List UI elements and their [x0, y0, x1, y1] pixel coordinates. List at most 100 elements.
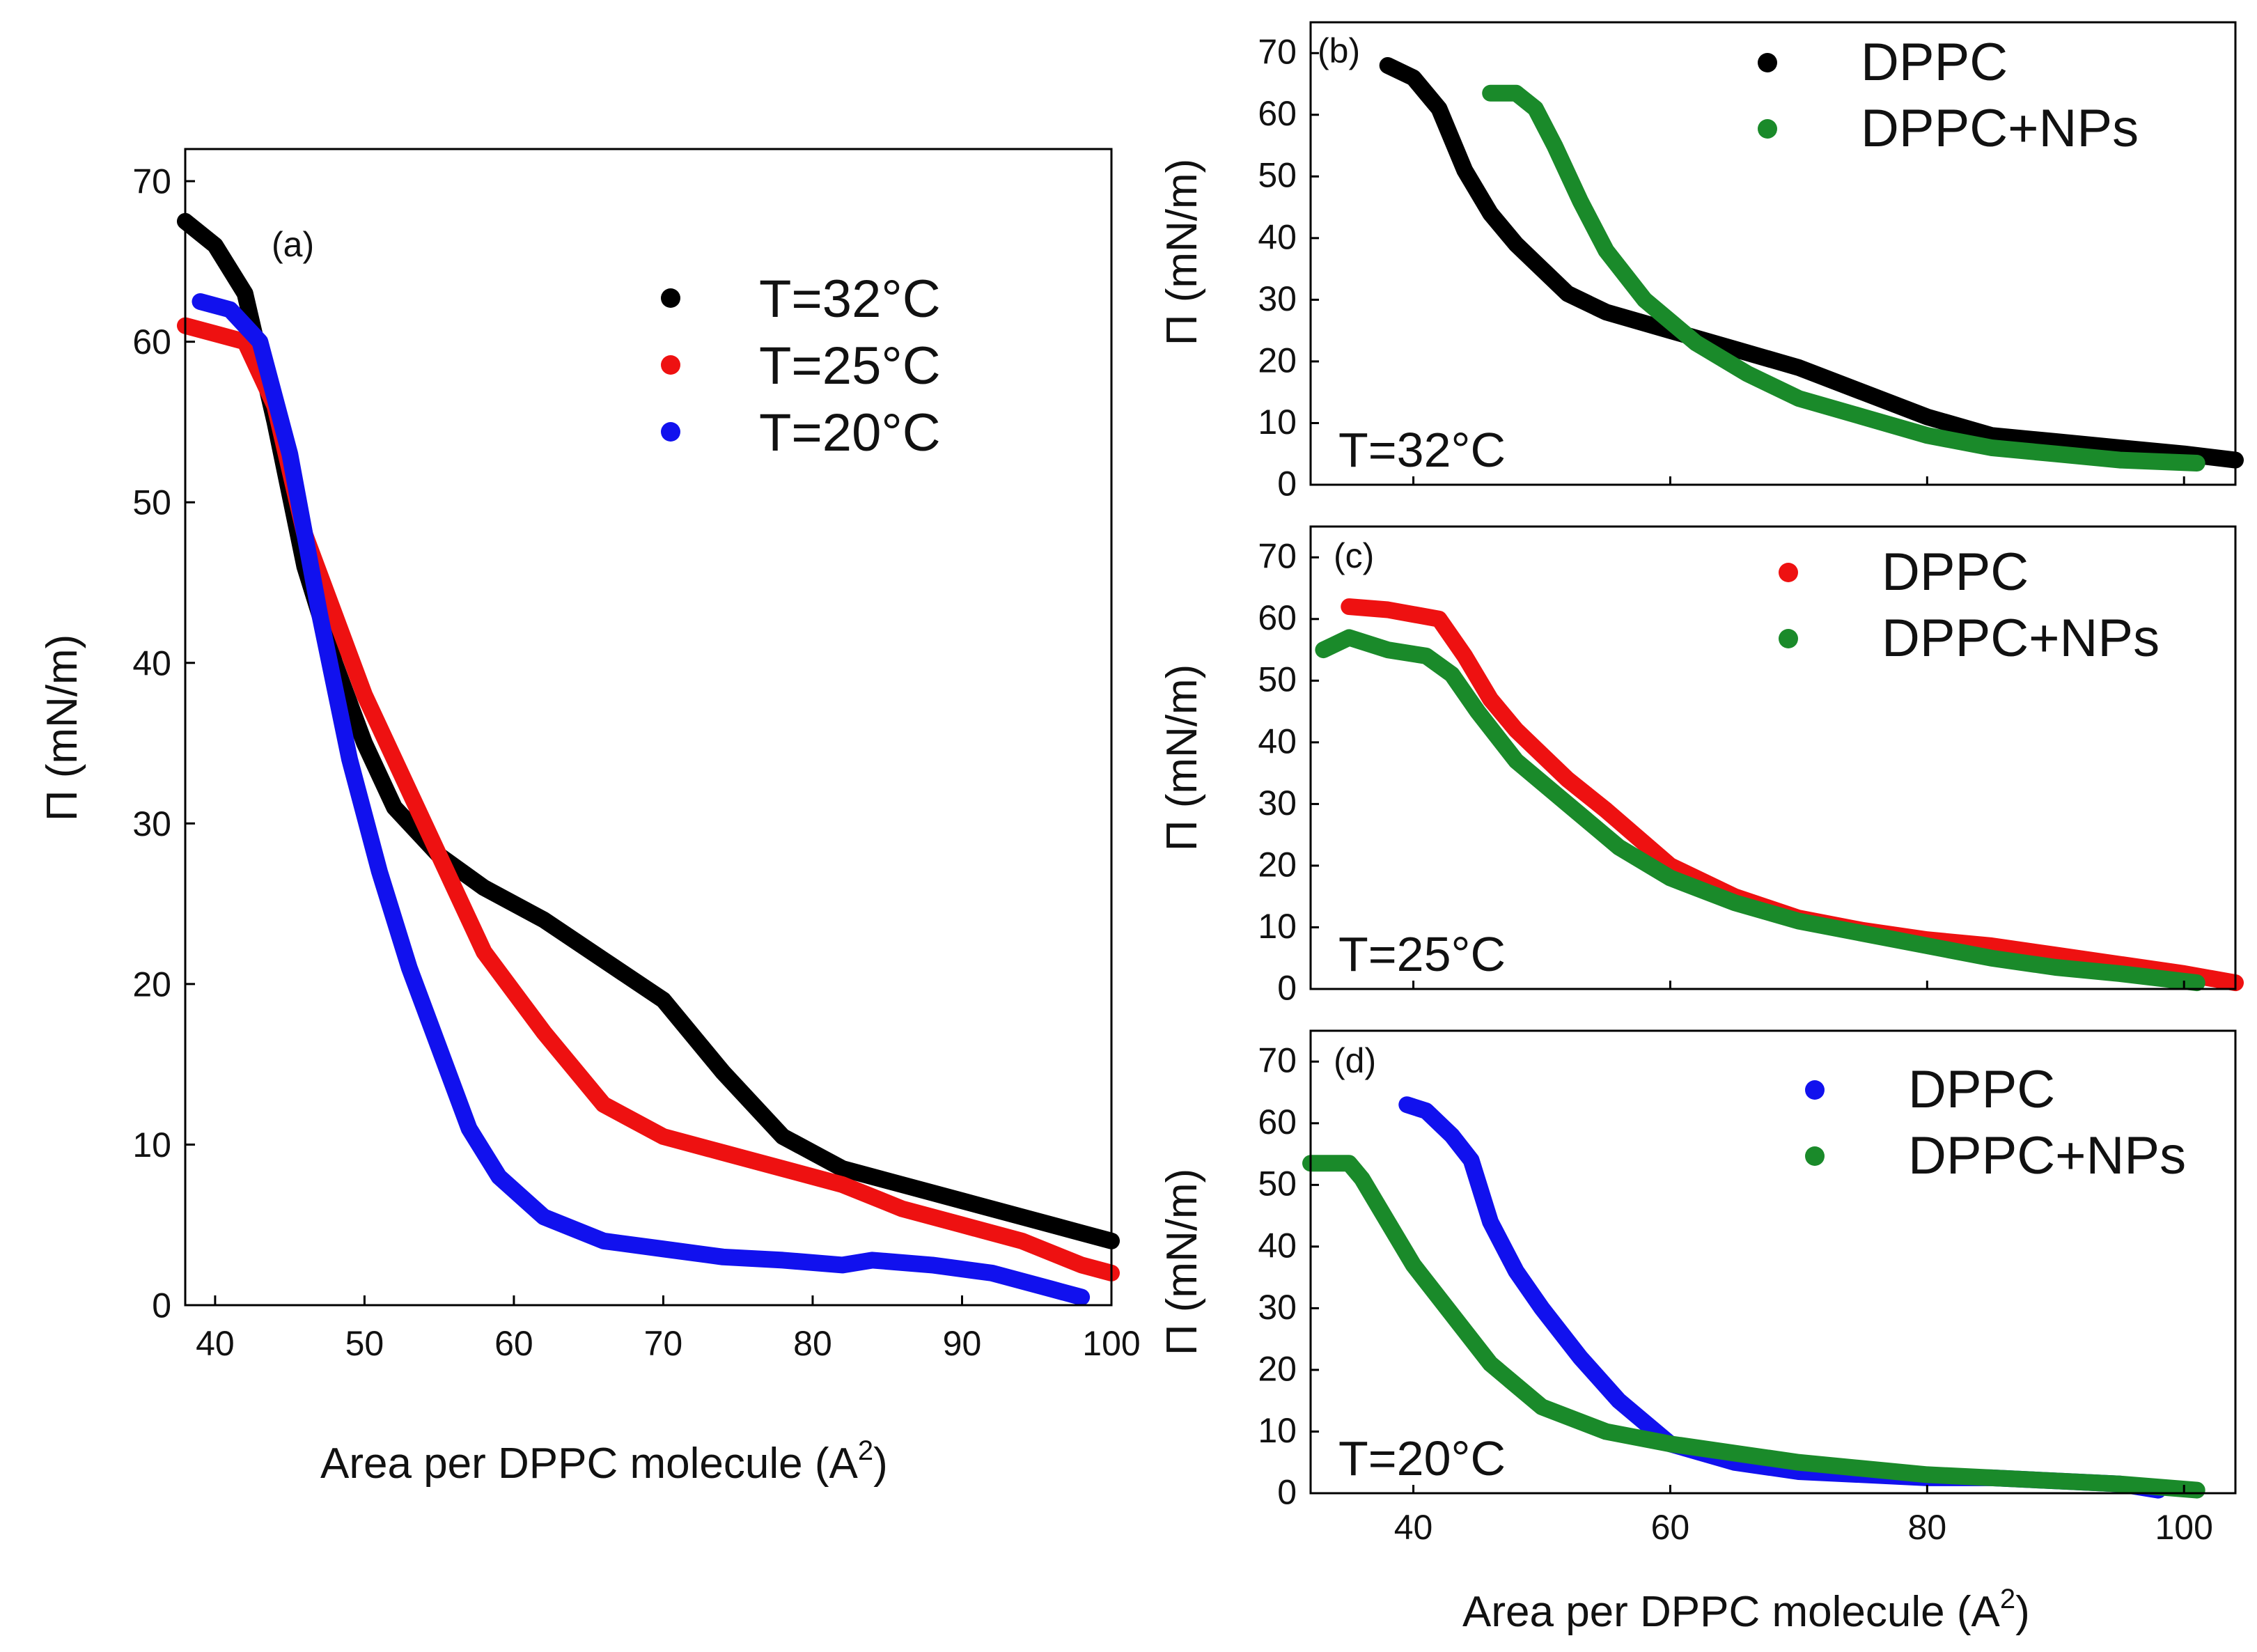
y-tick-label-d-10: 10: [1258, 1411, 1297, 1450]
legend-label-t25: T=25°C: [759, 336, 941, 396]
panel-a-legend: T=32°C T=25°C T=20°C: [661, 270, 941, 462]
legend-label-c-nps: DPPC+NPs: [1882, 609, 2160, 668]
panel-d: 0 10 20 30 40 50 60 70 40 60 80 100 (d) T=20°C DPPC…: [1158, 1029, 2237, 1636]
y-tick-label-a-70: 70: [132, 162, 171, 201]
panel-b-series: [1379, 57, 2244, 472]
panel-d-series: [1302, 1096, 2205, 1499]
y-tick-label-d-0: 0: [1277, 1472, 1297, 1511]
legend-marker-c-dppc: [1779, 563, 1798, 582]
panel-d-y-axis-label: Π (mN/m): [1158, 1169, 1206, 1356]
y-tick-label-b-20: 20: [1258, 341, 1297, 380]
x-tick-label-a-90: 90: [943, 1324, 982, 1363]
panel-a-label: (a): [272, 225, 314, 264]
x-tick-label-a-60: 60: [494, 1324, 533, 1363]
panel-b-temperature-label: T=32°C: [1338, 423, 1506, 477]
panel-c-ticks: 0 10 20 30 40 50 60 70: [1258, 537, 2185, 1007]
panel-d-ticks: 0 10 20 30 40 50 60 70 40 60 80 100: [1258, 1041, 2213, 1547]
y-tick-label-a-40: 40: [132, 644, 171, 683]
y-tick-label-b-10: 10: [1258, 403, 1297, 442]
y-tick-label-d-30: 30: [1258, 1288, 1297, 1327]
y-tick-label-c-40: 40: [1258, 722, 1297, 761]
y-tick-label-b-40: 40: [1258, 217, 1297, 256]
y-tick-label-a-20: 20: [132, 965, 171, 1004]
legend-label-t32: T=32°C: [759, 270, 941, 329]
x-tick-label-a-50: 50: [345, 1324, 384, 1363]
series-a-0: [177, 212, 1120, 1249]
y-tick-label-c-50: 50: [1258, 660, 1297, 699]
panel-d-x-axis-label-sup: 2: [2000, 1584, 2015, 1614]
y-tick-label-d-20: 20: [1258, 1349, 1297, 1388]
y-tick-label-a-60: 60: [132, 322, 171, 361]
y-tick-label-a-30: 30: [132, 804, 171, 843]
x-tick-label-d-40: 40: [1394, 1508, 1433, 1547]
panel-d-legend: DPPC DPPC+NPs: [1805, 1060, 2186, 1185]
y-tick-label-b-30: 30: [1258, 279, 1297, 318]
panel-a-series: [177, 212, 1120, 1306]
series-c-1: [1315, 629, 2205, 992]
panel-c-label: (c): [1334, 536, 1374, 575]
panel-b: 0 10 20 30 40 50 60 70 (b) T=32°C DPPC DPPC+NPs…: [1158, 21, 2244, 503]
panel-c: 0 10 20 30 40 50 60 70 (c) T=25°C DPPC DPPC+NPs…: [1158, 525, 2244, 1007]
y-tick-label-d-60: 60: [1258, 1102, 1297, 1141]
panel-d-temperature-label: T=20°C: [1338, 1431, 1506, 1486]
panel-d-label: (d): [1334, 1041, 1376, 1080]
x-tick-label-a-80: 80: [793, 1324, 832, 1363]
y-tick-label-b-70: 70: [1258, 33, 1297, 72]
panel-a-y-axis-label: Π (mN/m): [38, 634, 86, 822]
panel-b-ticks: 0 10 20 30 40 50 60 70: [1258, 33, 2185, 503]
y-tick-label-c-0: 0: [1277, 968, 1297, 1007]
panel-b-y-axis-label: Π (mN/m): [1158, 159, 1206, 346]
legend-marker-t25: [661, 355, 680, 375]
x-tick-label-d-80: 80: [1908, 1508, 1947, 1547]
panel-a-ticks: 0 10 20 30 40 50 60 70 40 50 60 70 80 90 100: [132, 162, 1140, 1363]
panel-c-legend: DPPC DPPC+NPs: [1779, 543, 2160, 668]
panel-a-x-axis-label: Area per DPPC molecule (A2): [320, 1435, 888, 1488]
x-tick-label-d-100: 100: [2155, 1508, 2213, 1547]
series-b-1: [1482, 84, 2205, 472]
x-tick-label-a-70: 70: [644, 1324, 683, 1363]
y-tick-label-c-70: 70: [1258, 537, 1297, 576]
panel-b-plot-frame: [1309, 21, 2237, 486]
panel-d-x-axis-label: Area per DPPC molecule (A2): [1462, 1584, 2030, 1636]
y-tick-label-d-40: 40: [1258, 1226, 1297, 1265]
y-tick-label-c-30: 30: [1258, 784, 1297, 823]
y-tick-label-d-70: 70: [1258, 1041, 1297, 1080]
legend-marker-c-nps: [1779, 629, 1798, 648]
y-tick-label-a-50: 50: [132, 483, 171, 522]
panel-b-label: (b): [1318, 31, 1360, 70]
panel-a-x-axis-label-sup: 2: [858, 1435, 873, 1466]
x-tick-label-a-40: 40: [196, 1324, 235, 1363]
legend-marker-t20: [661, 422, 680, 442]
legend-label-c-dppc: DPPC: [1882, 543, 2029, 602]
y-tick-label-c-20: 20: [1258, 845, 1297, 884]
series-d-1: [1302, 1155, 2205, 1499]
y-tick-label-a-10: 10: [132, 1125, 171, 1164]
legend-label-d-dppc: DPPC: [1908, 1060, 2055, 1119]
series-a-2: [192, 293, 1091, 1306]
legend-marker-t32: [661, 288, 680, 308]
panel-c-series: [1315, 598, 2244, 992]
panel-c-temperature-label: T=25°C: [1338, 927, 1506, 981]
y-tick-label-b-60: 60: [1258, 94, 1297, 133]
y-tick-label-b-50: 50: [1258, 156, 1297, 195]
panel-c-plot-frame: [1309, 525, 2237, 990]
panel-b-legend: DPPC DPPC+NPs: [1758, 33, 2139, 158]
y-tick-label-d-50: 50: [1258, 1164, 1297, 1203]
legend-label-d-nps: DPPC+NPs: [1908, 1126, 2186, 1185]
y-tick-label-a-0: 0: [152, 1286, 171, 1325]
panel-c-y-axis-label: Π (mN/m): [1158, 664, 1206, 852]
panel-d-x-axis-label-end: ): [2015, 1588, 2030, 1636]
panel-a-x-axis-label-end: ): [873, 1440, 888, 1488]
legend-marker-b-dppc: [1758, 53, 1777, 72]
panel-a-plot-frame: [184, 148, 1113, 1307]
legend-label-t20: T=20°C: [759, 403, 941, 462]
panel-a-x-axis-label-text: Area per DPPC molecule (A: [320, 1440, 858, 1488]
panel-d-x-axis-label-text: Area per DPPC molecule (A: [1462, 1588, 2000, 1636]
y-tick-label-c-60: 60: [1258, 598, 1297, 637]
legend-marker-b-nps: [1758, 119, 1777, 139]
series-c-0: [1341, 598, 2244, 992]
legend-label-b-nps: DPPC+NPs: [1861, 99, 2139, 158]
y-tick-label-c-10: 10: [1258, 907, 1297, 946]
legend-label-b-dppc: DPPC: [1861, 33, 2008, 92]
